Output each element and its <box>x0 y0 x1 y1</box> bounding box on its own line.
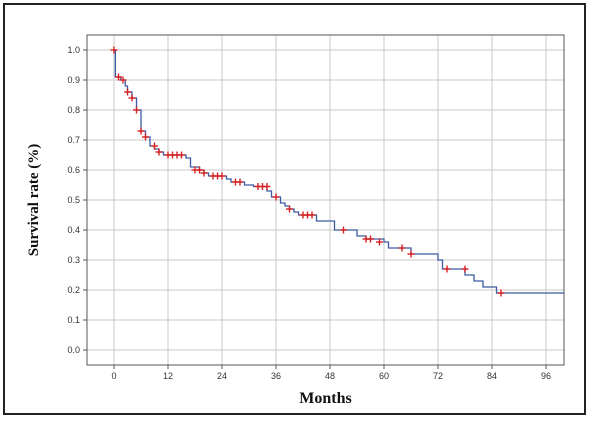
censor-mark <box>272 193 280 201</box>
censor-mark <box>398 244 406 252</box>
x-tick-label: 84 <box>487 371 497 381</box>
censor-mark <box>497 289 505 297</box>
x-tick-label: 36 <box>271 371 281 381</box>
censor-mark <box>263 183 271 190</box>
y-tick-label: 0.7 <box>67 135 80 145</box>
censor-mark <box>407 250 415 258</box>
censor-mark <box>133 106 140 114</box>
x-axis-title: Months <box>299 390 351 407</box>
censor-mark <box>340 226 347 234</box>
y-tick-label: 0.6 <box>67 165 80 175</box>
censor-mark <box>196 166 203 174</box>
x-tick-label: 96 <box>541 371 551 381</box>
y-tick-label: 0.1 <box>67 315 80 325</box>
y-tick-label: 0.5 <box>67 195 80 205</box>
x-tick-label: 72 <box>433 371 443 381</box>
censor-mark <box>142 133 149 141</box>
x-tick-label: 24 <box>217 371 227 381</box>
y-tick-label: 1.0 <box>67 45 80 55</box>
censor-mark <box>110 46 118 54</box>
censor-mark <box>236 178 244 186</box>
y-tick-label: 0.9 <box>67 75 80 85</box>
censor-marks <box>110 46 505 297</box>
censor-mark <box>128 94 136 102</box>
grid-layer <box>87 35 564 365</box>
y-tick-label: 0.0 <box>67 345 80 355</box>
censor-mark <box>155 148 163 156</box>
censor-mark <box>308 211 316 219</box>
y-tick-label: 0.8 <box>67 105 80 115</box>
x-tick-label: 48 <box>325 371 335 381</box>
x-tick-label: 12 <box>163 371 173 381</box>
censor-mark <box>218 172 226 180</box>
censor-mark <box>376 238 383 246</box>
y-tick-label: 0.2 <box>67 285 80 295</box>
y-tick-label: 0.4 <box>67 225 80 235</box>
censor-mark <box>124 88 131 96</box>
censor-mark <box>137 127 145 135</box>
censor-mark <box>119 76 127 84</box>
y-axis-title: Survival rate (%) <box>26 144 42 256</box>
x-tick-label: 60 <box>379 371 389 381</box>
tick-layer: 0 12 24 36 48 60 72 84 96 0.0 0.1 0.2 0.3 0.4 0.5 0.6 0.… <box>67 45 551 381</box>
x-tick-label: 0 <box>111 371 116 381</box>
plot-border <box>86 34 565 366</box>
censor-mark <box>367 235 374 243</box>
censor-mark <box>443 265 451 273</box>
censor-mark <box>200 169 208 177</box>
censor-mark <box>115 73 122 81</box>
censor-mark <box>151 142 158 150</box>
censor-mark <box>286 205 293 213</box>
censor-mark <box>461 265 469 273</box>
censor-mark <box>178 151 185 159</box>
y-tick-label: 0.3 <box>67 255 80 265</box>
